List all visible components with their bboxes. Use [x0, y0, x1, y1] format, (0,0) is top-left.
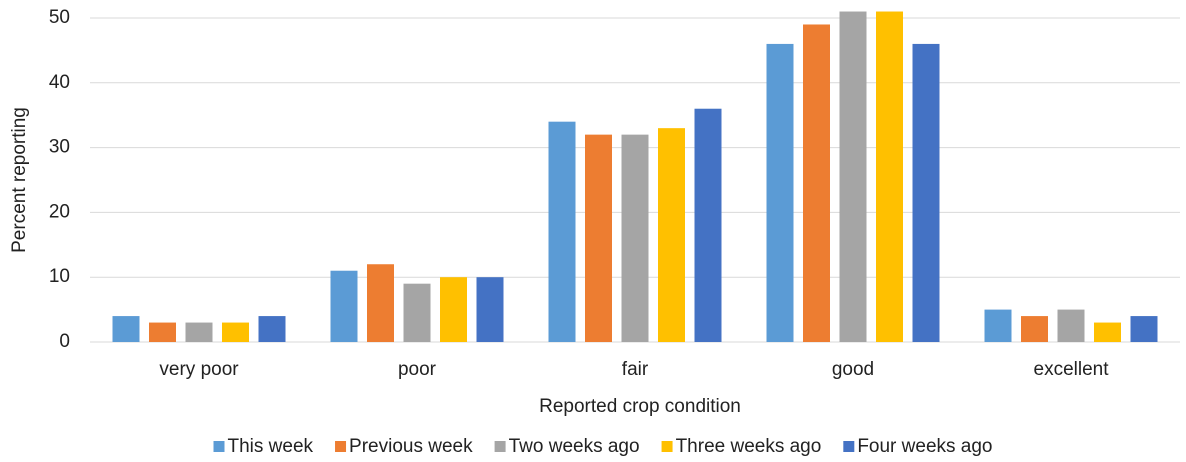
- y-tick-label: 30: [49, 137, 70, 158]
- legend-label: Four weeks ago: [857, 436, 992, 457]
- bar: [330, 270, 358, 342]
- legend-label: Two weeks ago: [509, 436, 640, 457]
- bar: [1057, 309, 1085, 342]
- bar: [548, 121, 576, 343]
- bar: [149, 322, 176, 342]
- bar: [112, 316, 140, 342]
- bar: [1021, 316, 1048, 342]
- x-axis-label: Reported crop condition: [539, 396, 741, 417]
- bar: [984, 309, 1012, 342]
- x-tick-label: fair: [622, 359, 649, 380]
- x-tick-label: very poor: [159, 359, 239, 380]
- bar: [403, 283, 431, 342]
- legend-label: Previous week: [349, 436, 473, 457]
- legend-swatch: [335, 441, 347, 452]
- y-tick-label: 10: [49, 266, 70, 287]
- y-tick-label: 20: [49, 201, 70, 222]
- bar: [1094, 322, 1121, 342]
- bar: [585, 134, 612, 342]
- bar: [839, 11, 867, 343]
- bar: [222, 322, 249, 342]
- bar: [258, 316, 286, 342]
- y-tick-label: 0: [59, 331, 70, 352]
- y-tick-label: 40: [49, 72, 70, 93]
- bar: [876, 11, 903, 343]
- legend-swatch: [494, 441, 506, 452]
- legend-label: Three weeks ago: [676, 436, 822, 457]
- bar: [694, 108, 722, 342]
- bar: [1130, 316, 1158, 342]
- x-tick-label: good: [832, 359, 874, 380]
- bar: [766, 43, 794, 343]
- x-tick-label: excellent: [1034, 359, 1110, 380]
- bar: [621, 134, 649, 342]
- bar: [658, 128, 685, 342]
- legend: This week Previous week Two weeks ago Three…: [213, 436, 993, 457]
- x-tick-label: poor: [398, 359, 437, 380]
- legend-swatch: [661, 441, 673, 452]
- bar: [440, 277, 467, 342]
- bar: [803, 24, 830, 342]
- y-axis-label: Percent reporting: [9, 107, 30, 253]
- bar: [912, 43, 940, 343]
- bar: [185, 322, 213, 342]
- legend-label: This week: [228, 436, 314, 457]
- legend-swatch: [213, 441, 225, 452]
- bar: [476, 277, 504, 342]
- legend-swatch: [843, 441, 855, 452]
- bar: [367, 264, 394, 342]
- y-tick-label: 50: [49, 7, 70, 28]
